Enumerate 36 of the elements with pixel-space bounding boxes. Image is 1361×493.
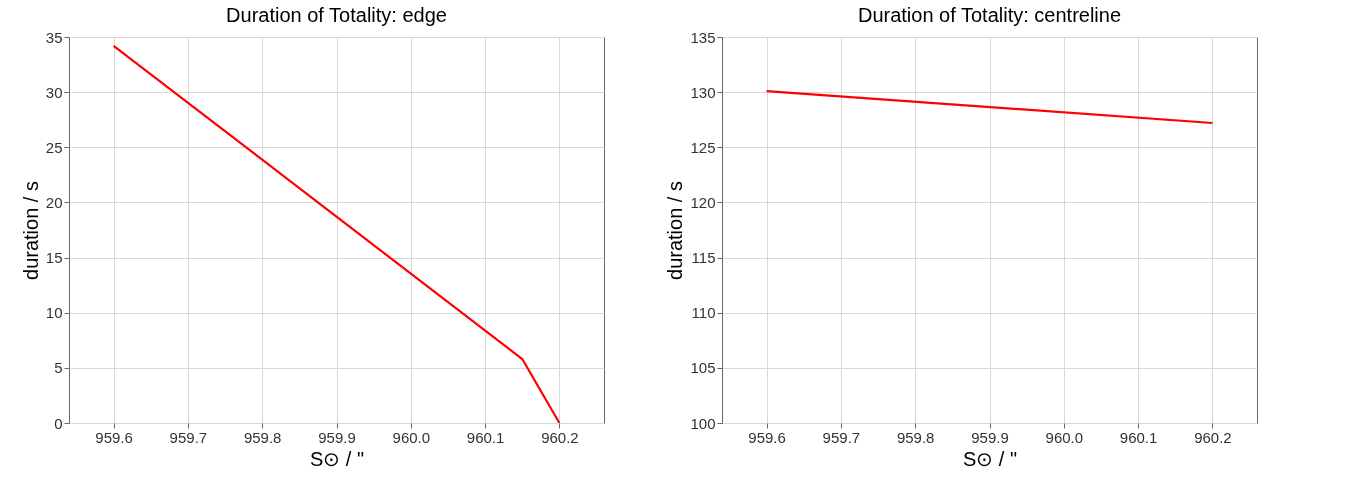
x-tick-label: 960.0 [392,428,431,446]
x-tick-label: 959.9 [318,428,356,446]
y-tick-label: 125 [690,138,716,156]
y-tick-label: 105 [690,359,716,377]
y-tick-label: 110 [691,304,716,322]
y-tick-label: 100 [690,414,716,432]
x-tick-label: 960.0 [1045,428,1084,446]
x-tick-label: 960.2 [541,428,579,446]
x-tick-label: 959.7 [822,428,861,446]
x-tick-label: 960.2 [1194,428,1232,446]
y-tick-label: 35 [45,28,63,46]
chart-title: Duration of Totality: centreline [857,4,1122,26]
x-axis-title: S⊙ / " [309,447,365,470]
y-tick-label: 135 [690,28,716,46]
x-tick-label: 959.8 [896,428,935,446]
y-axis-title: duration / s [19,181,42,280]
x-tick-label: 960.1 [1119,428,1158,446]
y-tick-label: 115 [691,249,716,267]
chart-title: Duration of Totality: edge [226,4,447,26]
x-tick-label: 960.1 [466,428,505,446]
y-tick-label: 20 [45,193,63,211]
x-tick-label: 959.6 [95,428,133,446]
y-tick-label: 25 [45,138,63,156]
y-tick-label: 5 [54,359,63,377]
y-tick-label: 0 [54,414,63,432]
x-tick-label: 959.8 [243,428,282,446]
y-tick-label: 130 [690,83,716,101]
y-axis-title: duration / s [664,181,687,280]
y-tick-label: 10 [45,304,63,322]
x-tick-label: 959.7 [169,428,208,446]
y-tick-label: 30 [45,83,63,101]
x-tick-label: 959.6 [748,428,786,446]
x-axis-title: S⊙ / " [962,447,1018,470]
y-tick-label: 15 [45,249,63,267]
y-tick-label: 120 [690,193,716,211]
x-tick-label: 959.9 [971,428,1009,446]
